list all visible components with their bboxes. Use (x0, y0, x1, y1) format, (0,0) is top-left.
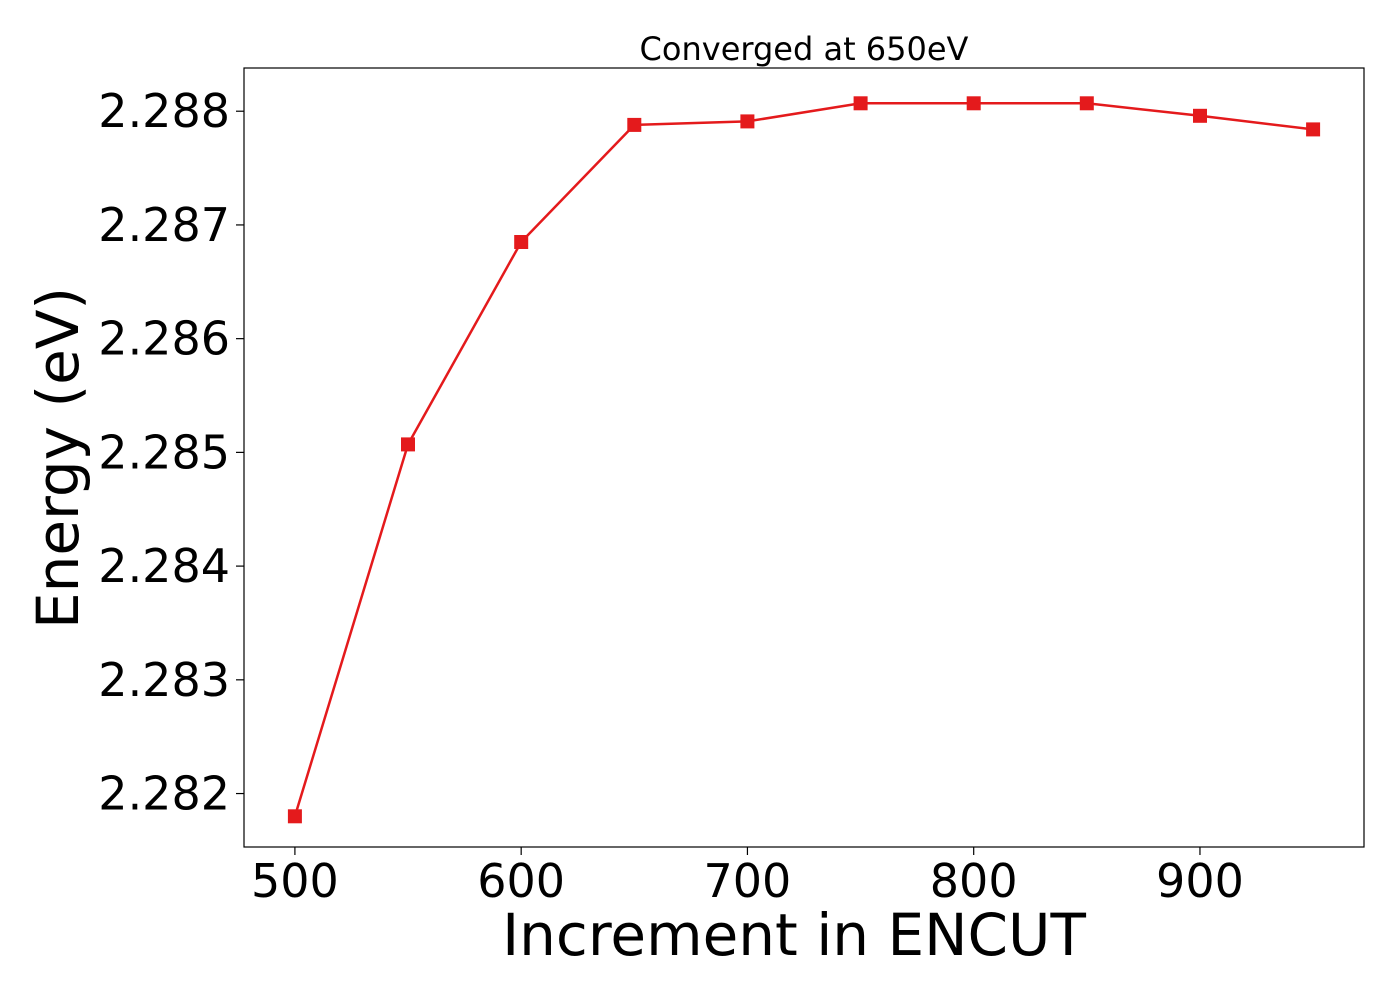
y-tick-label: 2.282 (98, 767, 230, 821)
series-line (293, 102, 1314, 817)
data-point-marker (627, 117, 642, 132)
x-tick-label: 700 (704, 854, 792, 908)
data-point-marker (1079, 96, 1094, 111)
y-tick-label: 2.285 (98, 425, 230, 479)
data-point-marker (853, 96, 868, 111)
plot-area-frame (243, 67, 1365, 848)
data-point-marker (740, 114, 755, 129)
y-tick-label: 2.286 (98, 312, 230, 366)
y-tick-label: 2.288 (98, 84, 230, 138)
data-point-marker (966, 96, 981, 111)
x-tick-label: 600 (477, 854, 565, 908)
data-point-marker (514, 235, 529, 249)
data-point-marker (401, 437, 415, 452)
data-point-marker (1306, 122, 1321, 137)
x-axis: 500 600 700 800 900 (251, 847, 1244, 908)
chart-title: Converged at 650eV (640, 30, 969, 68)
data-point-marker (1193, 108, 1207, 123)
y-tick-label: 2.287 (98, 198, 230, 252)
y-axis-label: Energy (eV) (24, 287, 92, 629)
y-tick-label: 2.283 (98, 653, 230, 707)
y-tick-label: 2.284 (98, 539, 230, 593)
x-tick-label: 900 (1156, 854, 1244, 908)
series-layer (287, 96, 1321, 824)
x-axis-label: Increment in ENCUT (502, 901, 1086, 969)
y-axis: 2.282 2.283 2.284 2.285 2.286 2.287 2.288 (98, 84, 244, 821)
data-point-marker (287, 809, 302, 824)
x-tick-label: 800 (930, 854, 1018, 908)
x-tick-label: 500 (251, 854, 339, 908)
